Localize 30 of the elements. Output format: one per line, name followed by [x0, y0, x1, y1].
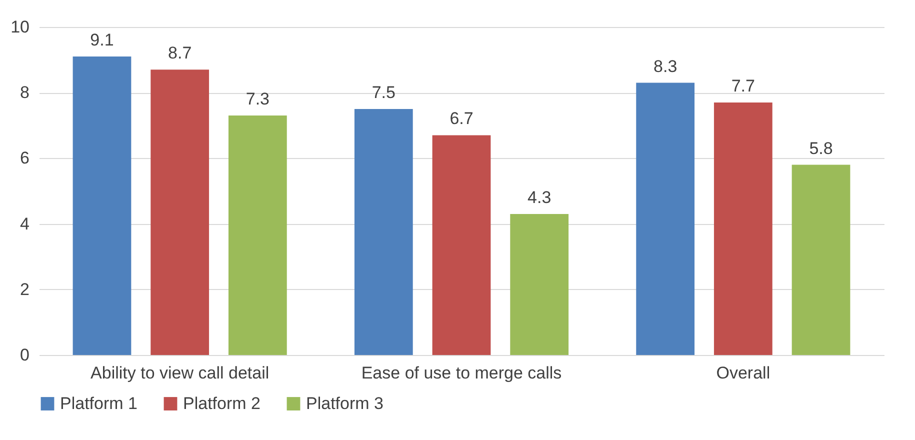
bar [792, 164, 850, 355]
data-label: 5.8 [809, 138, 833, 158]
y-tick-label: 0 [20, 346, 30, 364]
bar [432, 135, 491, 355]
x-tick-label: Ease of use to merge calls [361, 364, 562, 382]
y-tick-label: 2 [20, 280, 30, 299]
data-label: 7.3 [246, 90, 270, 109]
data-label: 7.7 [731, 76, 755, 96]
data-label: 7.5 [372, 83, 396, 102]
y-tick-label: 4 [20, 214, 30, 234]
x-tick-label: Ability to view call detail [90, 364, 270, 382]
bar [72, 56, 132, 355]
bar [150, 70, 210, 355]
bar [510, 214, 569, 355]
legend-label: Platform 3 [306, 394, 384, 413]
bar [636, 82, 695, 355]
legend-label: Platform 1 [60, 394, 138, 413]
data-label: 8.7 [168, 44, 192, 63]
data-label: 6.7 [450, 109, 474, 128]
data-label: 8.3 [654, 56, 678, 76]
bar [228, 116, 287, 355]
x-tick-label: Overall [716, 364, 770, 382]
y-tick-label: 8 [20, 83, 30, 102]
legend-label: Platform 2 [183, 394, 260, 413]
bar [714, 102, 772, 355]
bar [354, 109, 413, 355]
data-label: 9.1 [90, 30, 114, 50]
y-tick-label: 6 [20, 148, 30, 168]
y-tick-label: 10 [10, 18, 30, 36]
data-label: 4.3 [528, 188, 552, 207]
